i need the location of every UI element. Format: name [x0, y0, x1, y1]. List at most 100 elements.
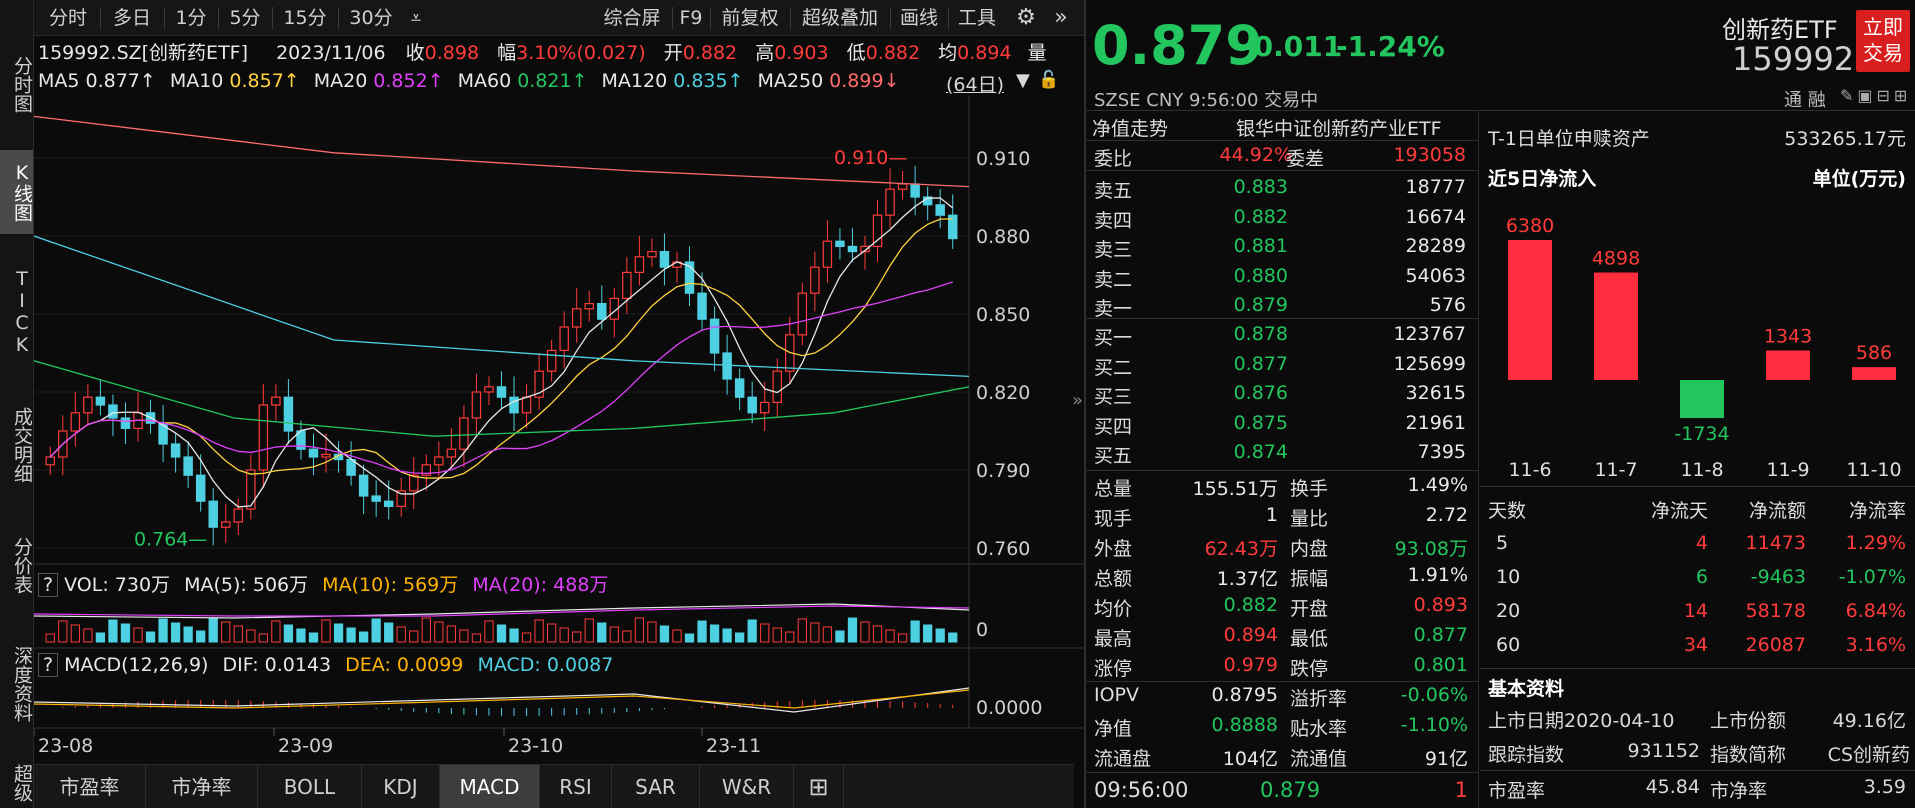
tab-wr[interactable]: W&R	[700, 765, 794, 808]
tab-macd[interactable]: MACD	[440, 765, 540, 808]
period-count[interactable]: (64日)	[946, 74, 1005, 96]
nav-title[interactable]: 净值走势	[1092, 118, 1169, 140]
help-icon[interactable]: ?	[38, 653, 59, 677]
candle-body	[910, 183, 920, 198]
volume-bar	[484, 620, 494, 643]
panel-icons[interactable]: ✎▣⊟⊞	[1840, 86, 1912, 105]
candle-body	[183, 456, 193, 476]
tab-composite[interactable]: 综合屏	[603, 7, 661, 29]
nav-intraday[interactable]: 分时图	[11, 55, 33, 113]
trade-now-button[interactable]: 立即交易	[1856, 10, 1910, 72]
tab-draw[interactable]: 画线	[899, 7, 938, 29]
flow-table-cell: -1.07%	[1838, 566, 1906, 588]
x-tick-label: 23-08	[38, 735, 93, 757]
candle-body	[409, 474, 419, 492]
tab-f9[interactable]: F9	[679, 7, 703, 29]
stat-value: 1.49%	[1407, 474, 1468, 496]
lock-icon[interactable]: 🔓	[1038, 70, 1060, 90]
candle-body	[484, 386, 494, 393]
candle-body	[722, 352, 732, 380]
tab-pe[interactable]: 市盈率	[34, 765, 146, 808]
volume-bar	[45, 633, 55, 643]
y-tick-label: 0.910	[976, 148, 1030, 170]
ma-label: MA10	[169, 70, 224, 92]
help-icon[interactable]: ?	[38, 573, 59, 597]
tab-overlay[interactable]: 超级叠加	[801, 7, 878, 29]
candle-body	[647, 251, 657, 258]
tab-1min[interactable]: 1分	[175, 7, 207, 29]
nav-trade-detail[interactable]: 成交明细	[11, 407, 33, 483]
list-date-row: 上市日期2020-04-10	[1488, 706, 1674, 733]
candle-body	[471, 391, 482, 419]
flow-date-label: 11-6	[1508, 459, 1551, 481]
more-periods-icon[interactable]: ⩡	[410, 7, 422, 29]
x-tick-label: 23-11	[706, 735, 761, 757]
order-volume: 7395	[1417, 441, 1466, 464]
order-volume: 576	[1429, 294, 1466, 317]
tab-boll[interactable]: BOLL	[258, 765, 362, 808]
order-label: 买五	[1094, 445, 1133, 468]
stat-value: 0.979	[1223, 654, 1278, 676]
open-label: 开	[663, 42, 683, 64]
tab-5min[interactable]: 5分	[229, 7, 261, 29]
ma-label: MA20	[313, 70, 368, 92]
candle-body	[709, 318, 720, 354]
volume-bar	[271, 620, 281, 643]
tab-15min[interactable]: 15分	[283, 7, 327, 29]
ma-row: MA5 0.877↑ MA10 0.857↑ MA20 0.852↑ MA60 0.821↑ M…	[38, 70, 900, 92]
tab-pb[interactable]: 市净率	[146, 765, 258, 808]
list-date-value: 2020-04-10	[1564, 710, 1675, 732]
ma60-line	[34, 360, 970, 437]
dropdown-icon[interactable]: ▼	[1016, 70, 1030, 91]
candle-body	[847, 245, 858, 253]
candle-body	[70, 412, 81, 432]
volume-bar	[145, 631, 156, 643]
volume-bar	[534, 619, 544, 643]
flow-table-header: 天数	[1488, 500, 1527, 522]
tab-tools[interactable]: 工具	[957, 7, 996, 29]
tab-intraday[interactable]: 分时	[48, 7, 87, 29]
nav-super[interactable]: 超级	[11, 764, 33, 802]
basic-title: 基本资料	[1488, 678, 1565, 700]
order-label: 卖五	[1094, 180, 1133, 202]
tong-label: 通	[1784, 90, 1802, 111]
flow-table-cell: 6	[1695, 566, 1708, 588]
tab-adjust[interactable]: 前复权	[721, 7, 779, 29]
candle-body	[810, 266, 820, 294]
add-tab-icon[interactable]: ⊞	[794, 765, 844, 808]
volume-bar	[446, 625, 456, 643]
nav-tick[interactable]: TICK	[11, 268, 33, 356]
order-label: 卖三	[1094, 239, 1133, 262]
volume-bar	[371, 618, 381, 643]
nav-price-table[interactable]: 分价表	[11, 536, 33, 594]
collapse-handle-icon[interactable]: »	[1072, 390, 1084, 411]
expand-icon[interactable]: »	[1054, 5, 1068, 30]
high-marker: 0.910—	[834, 147, 907, 169]
order-label: 卖一	[1094, 298, 1133, 321]
nav-kline[interactable]: K线图	[0, 150, 33, 234]
order-label: 买二	[1094, 356, 1133, 379]
volume-bar	[797, 618, 807, 643]
tab-multiday[interactable]: 多日	[112, 7, 151, 29]
candle-body	[233, 508, 244, 523]
order-volume: 125699	[1393, 352, 1466, 375]
tab-sar[interactable]: SAR	[612, 765, 700, 808]
volume-bar	[321, 619, 331, 643]
y-tick-label: 0.850	[976, 304, 1030, 326]
kline-chart[interactable]: 0.910 0.880 0.850 0.820 0.790 0.760 0.910— 0.76…	[34, 96, 1084, 764]
stat-value: -1.10%	[1400, 714, 1468, 736]
flow-bar	[1508, 240, 1552, 380]
gear-icon[interactable]: ⚙	[1016, 5, 1036, 30]
candle-body	[246, 469, 256, 510]
ma-line	[49, 197, 954, 508]
nav-depth[interactable]: 深度资料	[11, 646, 33, 722]
tab-30min[interactable]: 30分	[349, 7, 393, 29]
vol-ma10: MA(10): 569万	[322, 574, 459, 596]
tab-kdj[interactable]: KDJ	[362, 765, 440, 808]
ma-value: 0.821↑	[517, 70, 588, 92]
flow-date-label: 11-9	[1766, 459, 1809, 481]
weibi-value: 44.92%	[1219, 144, 1292, 166]
tab-rsi[interactable]: RSI	[540, 765, 612, 808]
volume-bar	[421, 617, 431, 643]
volume-bar	[509, 628, 519, 643]
